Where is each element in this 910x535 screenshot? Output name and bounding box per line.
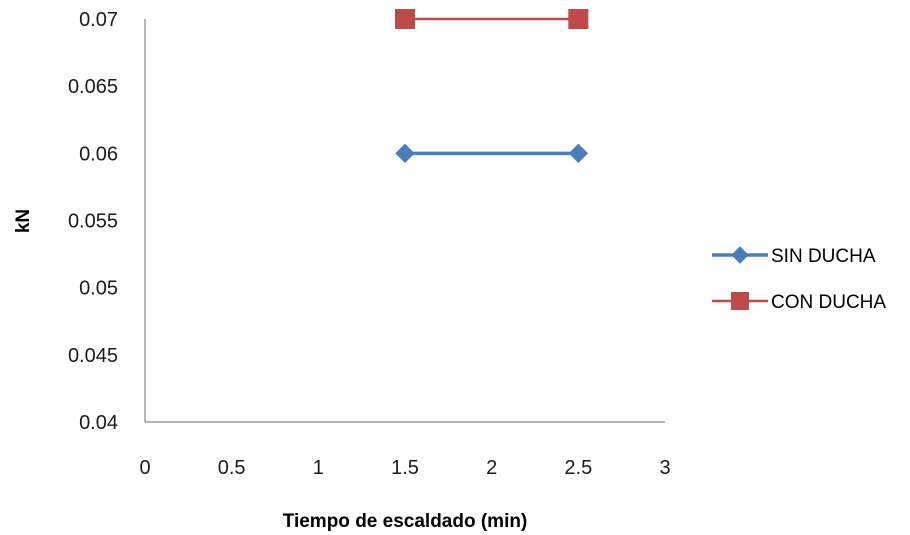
series-con-ducha [395, 9, 589, 29]
y-axis-title: kN [13, 209, 34, 233]
y-tick-label: 0.04 [79, 412, 118, 434]
legend-swatch-marker [731, 246, 749, 264]
legend-swatch-marker [731, 292, 749, 310]
x-tick-label: 0.5 [218, 457, 246, 479]
y-tick-label: 0.07 [79, 9, 118, 31]
data-point-marker [568, 9, 589, 29]
series-layer [395, 9, 589, 164]
y-tick-label: 0.065 [68, 76, 118, 98]
x-tick-label: 0 [139, 457, 150, 479]
x-tick-label: 2.5 [564, 457, 592, 479]
y-axis-ticks: 0.04 0.045 0.05 0.055 0.06 0.065 0.07 [68, 9, 118, 434]
x-axis-ticks: 0 0.5 1 1.5 2 2.5 3 [139, 457, 670, 479]
x-axis-title: Tiempo de escaldado (min) [283, 511, 528, 532]
data-point-marker [395, 9, 415, 29]
series-sin-ducha [395, 143, 589, 164]
data-point-marker [568, 143, 589, 164]
y-tick-label: 0.05 [79, 278, 118, 300]
x-tick-label: 3 [659, 457, 670, 479]
plot-axes [144, 19, 665, 423]
legend-item: CON DUCHA [712, 292, 886, 313]
x-tick-label: 1 [313, 457, 324, 479]
legend-label: SIN DUCHA [771, 246, 876, 267]
data-point-marker [395, 143, 415, 164]
legend: SIN DUCHA CON DUCHA [712, 246, 886, 313]
y-tick-label: 0.06 [79, 143, 118, 165]
legend-item: SIN DUCHA [712, 246, 876, 267]
x-tick-label: 2 [486, 457, 497, 479]
y-tick-label: 0.055 [68, 211, 118, 233]
legend-label: CON DUCHA [771, 292, 886, 313]
y-tick-label: 0.045 [68, 345, 118, 367]
x-tick-label: 1.5 [391, 457, 419, 479]
